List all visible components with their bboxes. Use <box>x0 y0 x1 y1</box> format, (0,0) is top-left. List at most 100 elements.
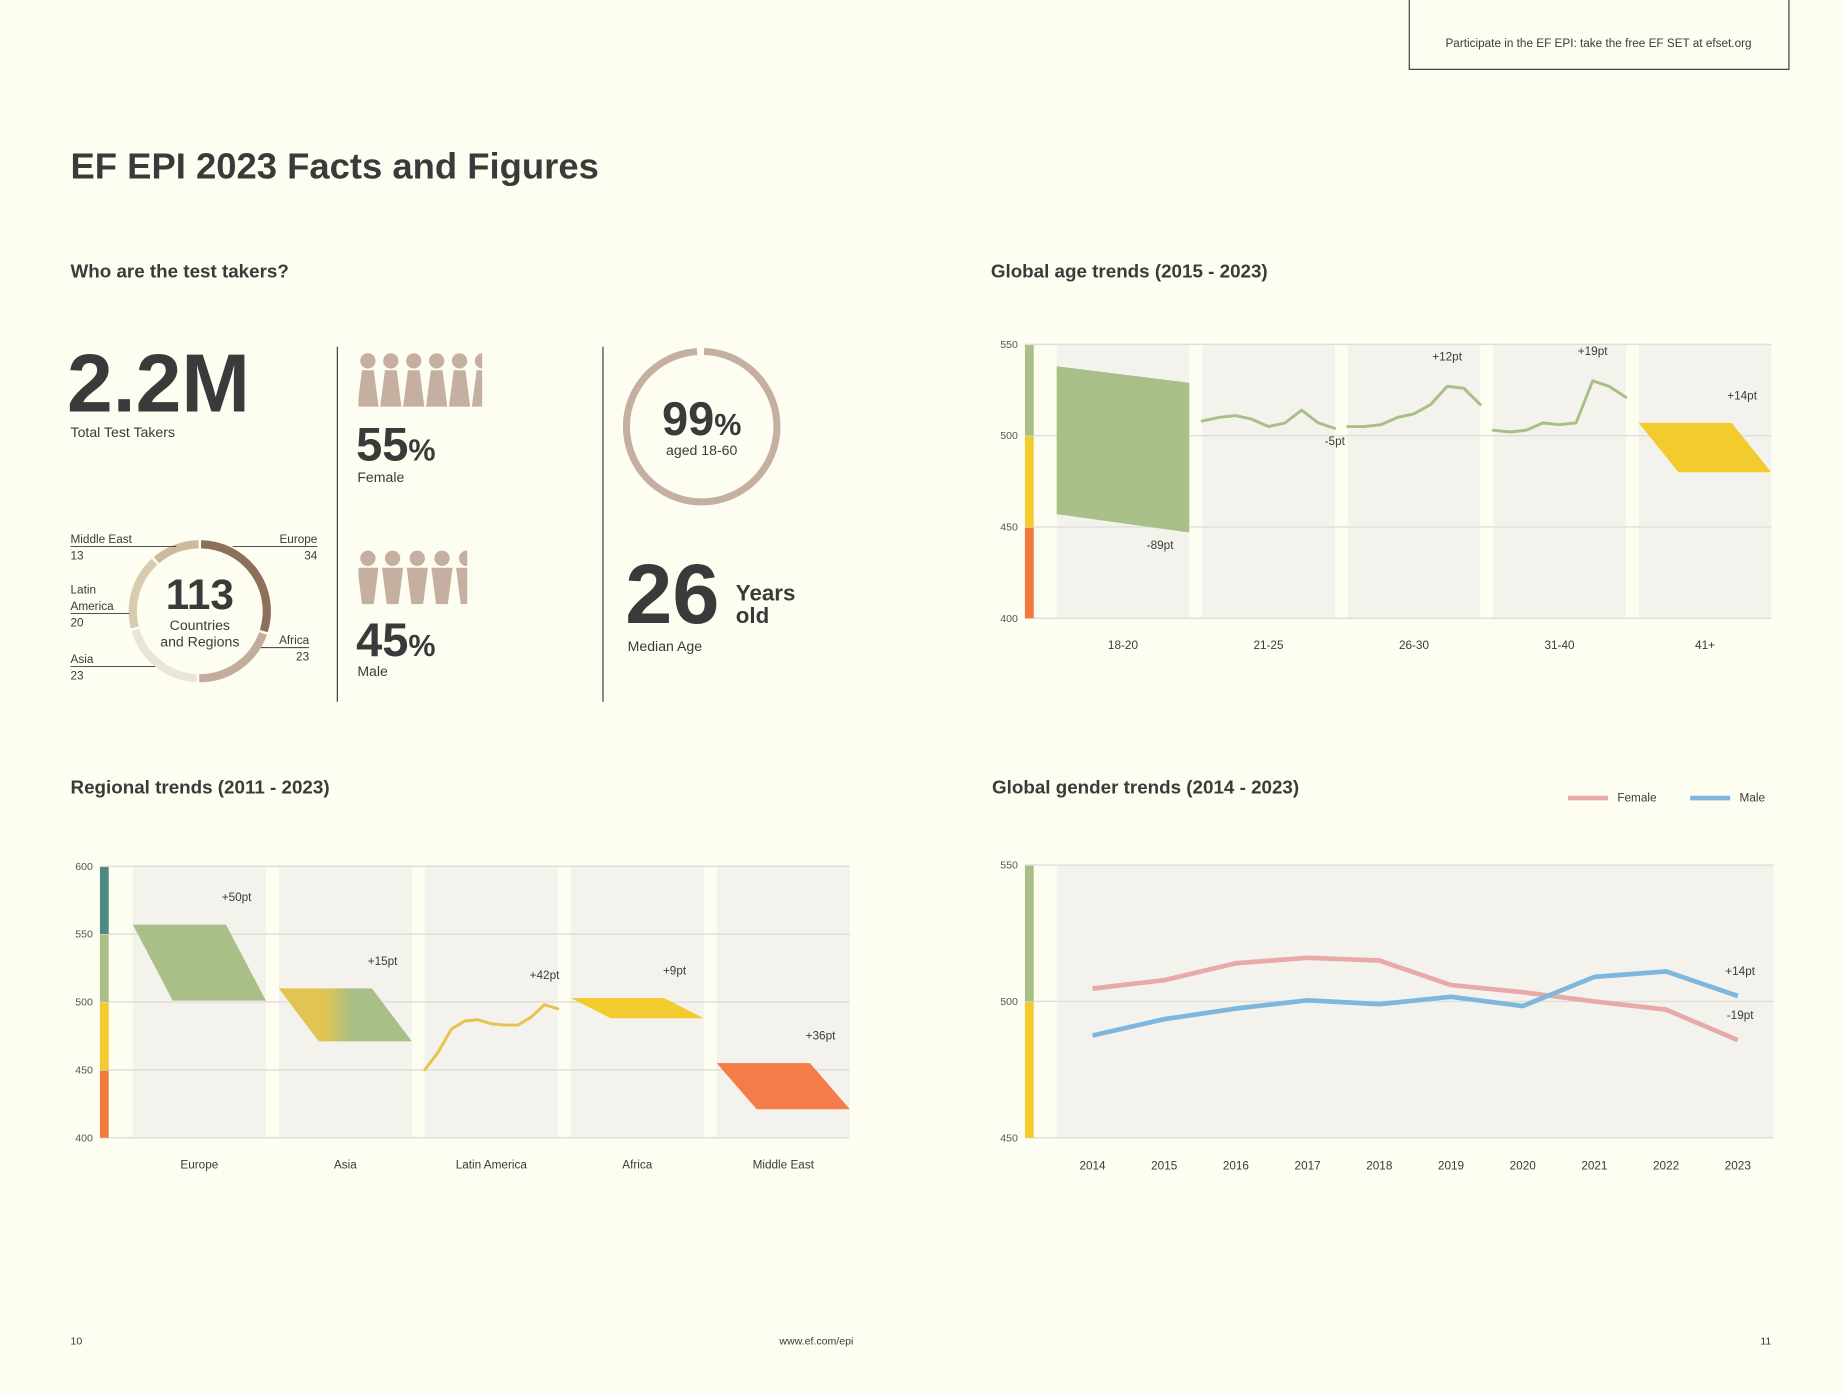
female-icons <box>358 353 483 407</box>
axis-color-band <box>1024 1001 1034 1138</box>
icon-body <box>358 370 379 407</box>
category-label: Africa <box>622 1158 653 1171</box>
countries-label: and Regions <box>160 633 239 649</box>
legend-label: Female <box>1617 792 1657 805</box>
legend-label: Male <box>1740 792 1766 805</box>
axis-color-band <box>99 866 109 935</box>
y-tick-label: 500 <box>1000 996 1018 1008</box>
footer-url: www.ef.com/epi <box>778 1336 853 1348</box>
icon-body <box>426 370 448 407</box>
region-name: America <box>71 600 115 613</box>
countries-label: Countries <box>170 617 230 633</box>
y-tick-label: 500 <box>1000 430 1018 442</box>
range-shape <box>1056 366 1190 533</box>
y-tick-label: 550 <box>75 929 93 941</box>
change-label: -5pt <box>1325 435 1346 448</box>
icon-head <box>429 353 445 369</box>
value: 55 <box>356 418 408 471</box>
category-label: 26-30 <box>1399 639 1430 652</box>
axis-color-band <box>1024 526 1034 619</box>
change-label: +14pt <box>1727 389 1757 402</box>
category-label: Latin America <box>456 1158 528 1171</box>
icon-body <box>471 370 483 407</box>
icon-body <box>403 370 425 407</box>
icon-body <box>382 567 404 605</box>
chart-title: Regional trends (2011 - 2023) <box>71 776 330 797</box>
axis-color-band <box>99 1069 109 1138</box>
category-label: 18-20 <box>1108 639 1139 652</box>
donut-segment <box>131 628 198 683</box>
change-label: +14pt <box>1725 965 1755 978</box>
range-shape <box>132 924 266 1001</box>
icon-head <box>384 550 401 566</box>
median-age: 26 <box>625 546 719 641</box>
category-label: Middle East <box>753 1158 815 1171</box>
category-label: Europe <box>180 1158 218 1171</box>
y-tick-label: 600 <box>75 861 93 873</box>
x-tick-label: 2023 <box>1725 1160 1752 1173</box>
icon-head <box>451 353 468 369</box>
y-tick-label: 450 <box>1000 521 1018 533</box>
icon-head <box>458 550 468 566</box>
icon-head <box>484 551 499 566</box>
x-tick-label: 2018 <box>1366 1160 1393 1173</box>
age-range-label: aged 18-60 <box>666 442 737 458</box>
donut-segment <box>200 540 271 633</box>
panel-bg <box>1347 344 1481 619</box>
axis-color-band <box>99 934 109 1003</box>
icon-head <box>360 550 376 566</box>
x-tick-label: 2022 <box>1653 1160 1679 1173</box>
unit: % <box>408 434 435 468</box>
donut-segment <box>199 631 267 683</box>
icon-head <box>409 550 425 566</box>
region-name: Latin <box>71 584 96 597</box>
axis-color-band <box>99 1002 109 1070</box>
panel-bg <box>1202 344 1335 619</box>
change-label: -19pt <box>1727 1009 1755 1022</box>
male-percent: 45% <box>356 613 435 666</box>
icon-body <box>406 567 428 605</box>
region-value: 13 <box>71 549 85 562</box>
median-unit: old <box>736 603 769 628</box>
region-name: Europe <box>279 533 317 546</box>
header-note: Participate in the EF EPI: take the free… <box>1445 37 1751 50</box>
region-name: Asia <box>71 653 94 666</box>
y-tick-label: 400 <box>1000 613 1018 625</box>
series-line <box>1091 969 1739 1038</box>
category-label: Asia <box>334 1158 357 1171</box>
icon-head <box>383 353 399 369</box>
trend-line <box>1200 408 1337 430</box>
icon-head <box>360 353 376 369</box>
y-tick-label: 550 <box>1000 860 1018 872</box>
x-tick-label: 2021 <box>1581 1160 1607 1173</box>
category-label: 21-25 <box>1253 639 1284 652</box>
x-tick-label: 2020 <box>1510 1160 1537 1173</box>
category-label: 41+ <box>1695 639 1715 652</box>
x-tick-label: 2019 <box>1438 1160 1464 1173</box>
y-tick-label: 550 <box>1000 339 1018 351</box>
trend-line <box>1346 384 1482 429</box>
age-range-percent: 99% <box>662 392 741 445</box>
total-label: Total Test Takers <box>71 424 175 440</box>
region-value: 20 <box>71 616 85 629</box>
x-tick-label: 2015 <box>1151 1160 1178 1173</box>
icon-head <box>434 550 450 566</box>
female-label: Female <box>357 469 404 485</box>
y-tick-label: 400 <box>75 1132 93 1144</box>
change-label: +15pt <box>368 955 398 968</box>
total-number: 2.2M <box>67 338 250 429</box>
x-tick-label: 2016 <box>1223 1160 1250 1173</box>
icon-head <box>474 353 483 369</box>
trend-line <box>423 1003 560 1072</box>
axis-color-band <box>1024 344 1034 436</box>
change-label: +50pt <box>222 891 252 904</box>
page-title: EF EPI 2023 Facts and Figures <box>71 146 599 187</box>
region-name: Middle East <box>71 533 133 546</box>
x-tick-label: 2014 <box>1079 1160 1106 1173</box>
region-value: 23 <box>296 651 310 664</box>
median-unit: Years <box>736 581 796 606</box>
change-label: +19pt <box>1578 345 1608 358</box>
male-label: Male <box>357 663 388 679</box>
